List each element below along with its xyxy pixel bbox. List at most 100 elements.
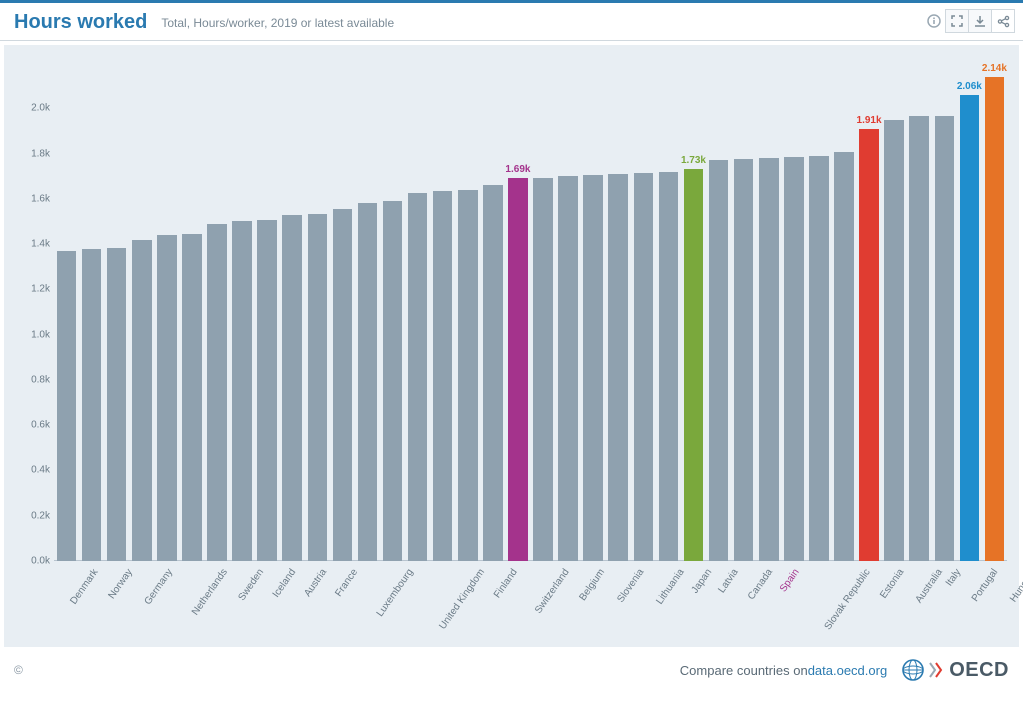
bar-column[interactable] [255,63,280,561]
bar-column[interactable] [932,63,957,561]
bar-column[interactable] [781,63,806,561]
bar [508,178,528,561]
bar [533,178,553,561]
bar-column[interactable] [154,63,179,561]
bar [358,203,378,561]
chart-title: Hours worked [14,11,147,34]
bar [282,215,302,561]
bar-column[interactable] [179,63,204,561]
bar [583,175,603,561]
chart-area: 0.0k0.2k0.4k0.6k0.8k1.0k1.2k1.4k1.6k1.8k… [4,45,1019,647]
bar-column[interactable] [606,63,631,561]
oecd-globe-icon [901,657,927,683]
y-tick-label: 1.0k [10,329,50,340]
bar [935,116,955,561]
bar [608,174,628,561]
y-tick-label: 0.8k [10,374,50,385]
header: Hours worked Total, Hours/worker, 2019 o… [0,3,1023,41]
y-tick-label: 0.0k [10,556,50,567]
bar-column[interactable] [405,63,430,561]
bar-column[interactable] [305,63,330,561]
bar-column[interactable] [380,63,405,561]
compare-text: Compare countries on [680,663,808,678]
bar [558,176,578,561]
download-icon[interactable] [968,9,992,33]
bar-column[interactable]: 1.91k [857,63,882,561]
bar [408,193,428,561]
bar-column[interactable] [806,63,831,561]
bar [257,220,277,561]
y-tick-label: 0.6k [10,420,50,431]
bar [709,160,729,561]
oecd-logo: OECD [901,657,1009,683]
y-tick-label: 1.4k [10,239,50,250]
share-icon[interactable] [991,9,1015,33]
bar [82,249,102,561]
bar [383,201,403,561]
y-tick-label: 2.0k [10,103,50,114]
oecd-chevrons-icon [929,657,943,683]
bar-column[interactable] [530,63,555,561]
bar [458,190,478,561]
bar [909,116,929,561]
bar [132,240,152,561]
x-axis-labels: DenmarkNorwayGermanyNetherlandsSwedenIce… [54,561,1007,647]
bar-column[interactable] [129,63,154,561]
bar [182,234,202,561]
bar [734,159,754,561]
bar-column[interactable] [731,63,756,561]
bar-column[interactable] [631,63,656,561]
bar-column[interactable] [79,63,104,561]
bar-value-label: 2.06k [957,81,982,95]
toolbar [923,9,1015,33]
y-tick-label: 1.6k [10,193,50,204]
bar-value-label: 2.14k [982,63,1007,77]
bar-column[interactable] [756,63,781,561]
bar [634,173,654,561]
bar [433,191,453,561]
y-tick-label: 0.4k [10,465,50,476]
bar [107,248,127,562]
bar-column[interactable] [656,63,681,561]
bar-column[interactable] [455,63,480,561]
bar-column[interactable] [706,63,731,561]
bar [483,185,503,561]
fullscreen-icon[interactable] [945,9,969,33]
bar-column[interactable] [581,63,606,561]
bar-column[interactable]: 1.69k [505,63,530,561]
chart-container: Hours worked Total, Hours/worker, 2019 o… [0,0,1023,691]
compare-link[interactable]: data.oecd.org [808,663,888,678]
plot-area: 0.0k0.2k0.4k0.6k0.8k1.0k1.2k1.4k1.6k1.8k… [54,63,1007,561]
bar-column[interactable] [230,63,255,561]
bar-value-label: 1.91k [857,115,882,129]
y-tick-label: 1.2k [10,284,50,295]
bar [859,129,879,561]
bar [232,221,252,561]
y-tick-label: 1.8k [10,148,50,159]
bar-column[interactable] [430,63,455,561]
bar-column[interactable] [280,63,305,561]
bar-column[interactable] [204,63,229,561]
bar [834,152,854,561]
bar-column[interactable] [907,63,932,561]
bar-value-label: 1.69k [505,164,530,178]
bar [157,235,177,561]
bar-column[interactable] [104,63,129,561]
bar-column[interactable] [355,63,380,561]
bar [960,95,980,561]
bar [684,169,704,561]
bar [884,120,904,561]
chart-subtitle: Total, Hours/worker, 2019 or latest avai… [161,16,394,30]
bar-column[interactable] [54,63,79,561]
bar-column[interactable] [556,63,581,561]
bar [809,156,829,561]
bar-column[interactable] [330,63,355,561]
bar-column[interactable] [831,63,856,561]
info-icon[interactable] [922,9,946,33]
bar-column[interactable] [480,63,505,561]
bar-column[interactable]: 2.14k [982,63,1007,561]
bars-group: 1.69k 1.73k 1.91k 2.06k2.14k [54,63,1007,561]
bar-column[interactable] [882,63,907,561]
bar-column[interactable]: 2.06k [957,63,982,561]
bar-column[interactable]: 1.73k [681,63,706,561]
